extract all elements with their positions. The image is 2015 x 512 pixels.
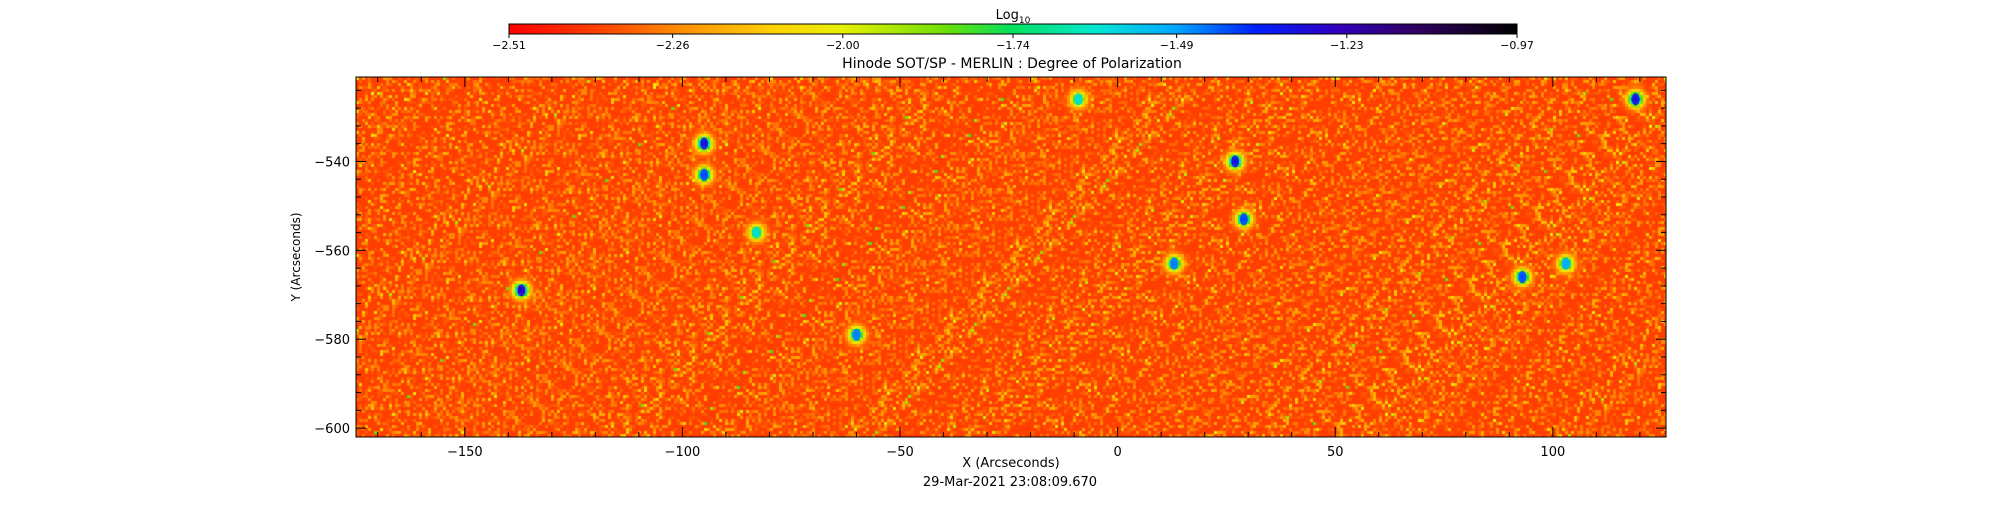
high-polarization-point [1170, 257, 1179, 270]
y-axis-label: Y (Arcseconds) [289, 212, 303, 302]
high-polarization-point [1231, 155, 1240, 168]
high-polarization-regions [517, 93, 1640, 341]
high-polarization-point [700, 137, 709, 150]
high-polarization-point [1561, 257, 1570, 270]
x-tick-label: −50 [886, 445, 913, 460]
colorbar-ticks: −2.51 −2.26 −2.00 −1.74 −1.49 −1.23 −0.97 [492, 34, 1534, 52]
y-tick-label: −600 [314, 422, 350, 437]
high-polarization-point [1239, 213, 1248, 226]
colorbar-tick-label: −2.00 [826, 39, 860, 52]
y-tick-label: −540 [314, 155, 350, 170]
colorbar-tick-label: −1.23 [1330, 39, 1364, 52]
heatmap-canvas [356, 77, 1666, 437]
high-polarization-point [1631, 93, 1640, 106]
x-axis-label: X (Arcseconds) [962, 456, 1059, 471]
high-polarization-point [1074, 93, 1083, 106]
colorbar-tick-label: −2.26 [656, 39, 690, 52]
x-tick-label: 50 [1327, 445, 1344, 460]
x-tick-label: −150 [447, 445, 483, 460]
x-axis: −150 −100 −50 0 50 100 [377, 77, 1641, 460]
high-polarization-point [852, 328, 861, 341]
timestamp: 29-Mar-2021 23:08:09.670 [923, 475, 1097, 490]
heatmap [355, 76, 1667, 438]
colorbar-tick-label: −1.49 [1160, 39, 1194, 52]
y-tick-label: −560 [314, 244, 350, 259]
y-tick-label: −580 [314, 333, 350, 348]
colorbar-gradient [508, 23, 1518, 35]
colorbar-tick-label: −1.74 [996, 39, 1030, 52]
x-tick-label: 100 [1540, 445, 1565, 460]
colorbar-tick-label: −0.97 [1500, 39, 1534, 52]
chart-title: Hinode SOT/SP - MERLIN : Degree of Polar… [842, 56, 1182, 72]
high-polarization-point [700, 168, 709, 181]
colorbar-label: Log10 [996, 8, 1031, 26]
high-polarization-point [752, 226, 761, 239]
colorbar: Log10 −2.51 −2.26 −2.00 −1.74 −1.49 −1.23 −0.9… [492, 8, 1534, 52]
colorbar-label-base: Log [996, 8, 1019, 23]
high-polarization-point [1518, 271, 1527, 283]
colorbar-tick-label: −2.51 [492, 39, 526, 52]
plot-frame [355, 76, 1667, 438]
y-axis: −540 −560 −580 −600 [314, 89, 1666, 437]
colorbar-label-sub: 10 [1019, 16, 1031, 26]
x-tick-label: 0 [1113, 445, 1121, 460]
x-tick-label: −100 [665, 445, 701, 460]
high-polarization-point [517, 284, 526, 297]
